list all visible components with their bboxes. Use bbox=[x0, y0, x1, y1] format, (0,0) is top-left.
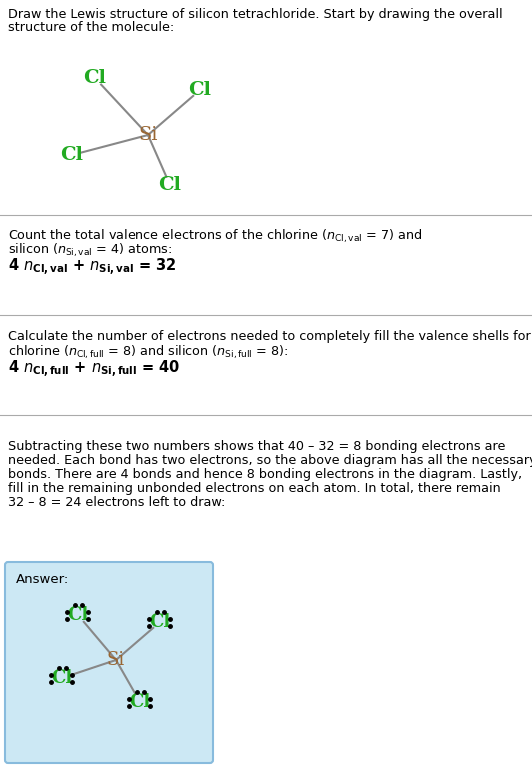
Text: Si: Si bbox=[138, 126, 158, 144]
Text: Draw the Lewis structure of silicon tetrachloride. Start by drawing the overall: Draw the Lewis structure of silicon tetr… bbox=[8, 8, 503, 21]
Text: needed. Each bond has two electrons, so the above diagram has all the necessary: needed. Each bond has two electrons, so … bbox=[8, 454, 532, 467]
Text: structure of the molecule:: structure of the molecule: bbox=[8, 21, 174, 34]
Text: Cl: Cl bbox=[68, 606, 89, 624]
Text: 4 $n_{\mathregular{Cl,full}}$ + $n_{\mathregular{Si,full}}$ = 40: 4 $n_{\mathregular{Cl,full}}$ + $n_{\mat… bbox=[8, 359, 180, 380]
Text: silicon ($n_{\mathregular{Si,val}}$ = 4) atoms:: silicon ($n_{\mathregular{Si,val}}$ = 4)… bbox=[8, 242, 172, 259]
Text: Count the total valence electrons of the chlorine ($n_{\mathregular{Cl,val}}$ = : Count the total valence electrons of the… bbox=[8, 228, 422, 246]
Text: Si: Si bbox=[107, 651, 125, 669]
Text: Answer:: Answer: bbox=[16, 573, 69, 586]
Text: Cl: Cl bbox=[188, 81, 212, 99]
Text: Cl: Cl bbox=[52, 669, 73, 687]
FancyBboxPatch shape bbox=[5, 562, 213, 763]
Text: Cl: Cl bbox=[149, 613, 171, 631]
Text: fill in the remaining unbonded electrons on each atom. In total, there remain: fill in the remaining unbonded electrons… bbox=[8, 482, 501, 495]
Text: Subtracting these two numbers shows that 40 – 32 = 8 bonding electrons are: Subtracting these two numbers shows that… bbox=[8, 440, 505, 453]
Text: Calculate the number of electrons needed to completely fill the valence shells f: Calculate the number of electrons needed… bbox=[8, 330, 531, 343]
Text: 32 – 8 = 24 electrons left to draw:: 32 – 8 = 24 electrons left to draw: bbox=[8, 496, 226, 509]
Text: bonds. There are 4 bonds and hence 8 bonding electrons in the diagram. Lastly,: bonds. There are 4 bonds and hence 8 bon… bbox=[8, 468, 522, 481]
Text: Cl: Cl bbox=[61, 146, 84, 164]
Text: Cl: Cl bbox=[84, 69, 106, 87]
Text: Cl: Cl bbox=[159, 176, 181, 194]
Text: 4 $n_{\mathregular{Cl,val}}$ + $n_{\mathregular{Si,val}}$ = 32: 4 $n_{\mathregular{Cl,val}}$ + $n_{\math… bbox=[8, 257, 177, 278]
Text: chlorine ($n_{\mathregular{Cl,full}}$ = 8) and silicon ($n_{\mathregular{Si,full: chlorine ($n_{\mathregular{Cl,full}}$ = … bbox=[8, 344, 288, 361]
Text: Cl: Cl bbox=[129, 693, 151, 711]
